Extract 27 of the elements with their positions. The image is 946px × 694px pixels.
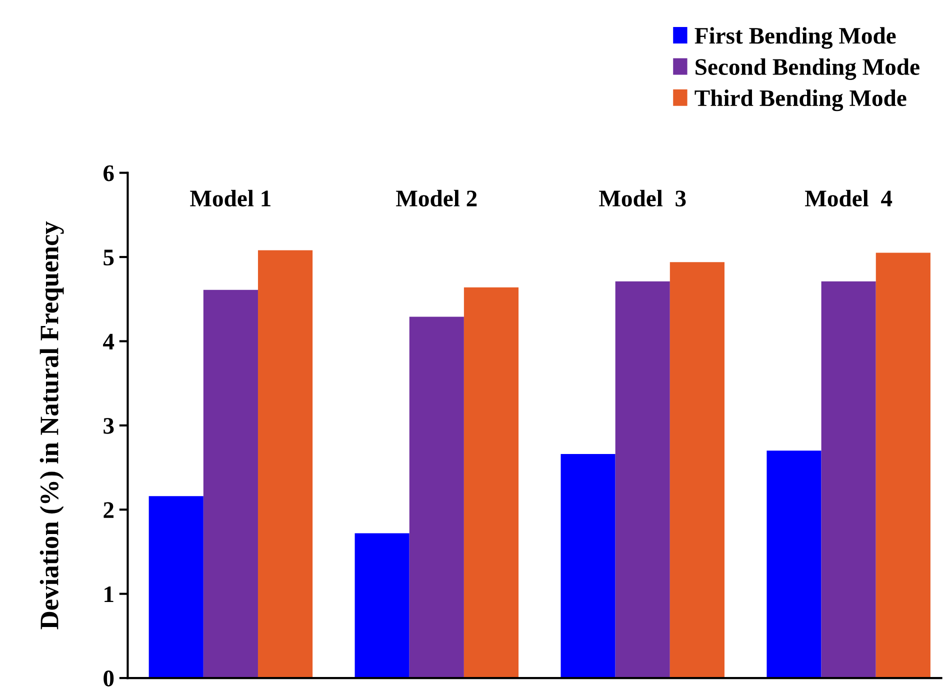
- y-tick-label: 4: [103, 334, 114, 350]
- bar: [766, 450, 822, 678]
- x-tick-label: Model 2: [396, 190, 477, 207]
- bar: [821, 281, 876, 678]
- bar: [409, 316, 464, 678]
- legend-label: Second Bending Mode: [696, 58, 920, 80]
- x-tick-label: Model 1: [190, 190, 270, 207]
- x-tick-label: Model 3: [599, 190, 686, 207]
- bar: [615, 281, 670, 678]
- bar: [203, 290, 258, 678]
- y-tick-label: 3: [104, 418, 114, 434]
- bar: [876, 252, 930, 678]
- y-tick-label: 5: [104, 250, 114, 266]
- bar: [670, 262, 724, 678]
- y-tick-label: 2: [104, 502, 114, 518]
- bar: [464, 287, 519, 678]
- legend-label: First Bending Mode: [694, 27, 896, 49]
- bar: [354, 533, 410, 678]
- bar: [258, 250, 313, 678]
- legend-label: Third Bending Mode: [694, 90, 906, 112]
- y-tick-label: 6: [104, 165, 114, 182]
- y-tick-label: 1: [104, 586, 114, 602]
- bar: [560, 454, 616, 678]
- y-axis-title: Deviation (%) in Natural Frequency: [40, 221, 64, 630]
- bar: [148, 496, 204, 678]
- y-tick-label: 0: [104, 670, 114, 686]
- x-tick-label: Model 4: [805, 190, 892, 207]
